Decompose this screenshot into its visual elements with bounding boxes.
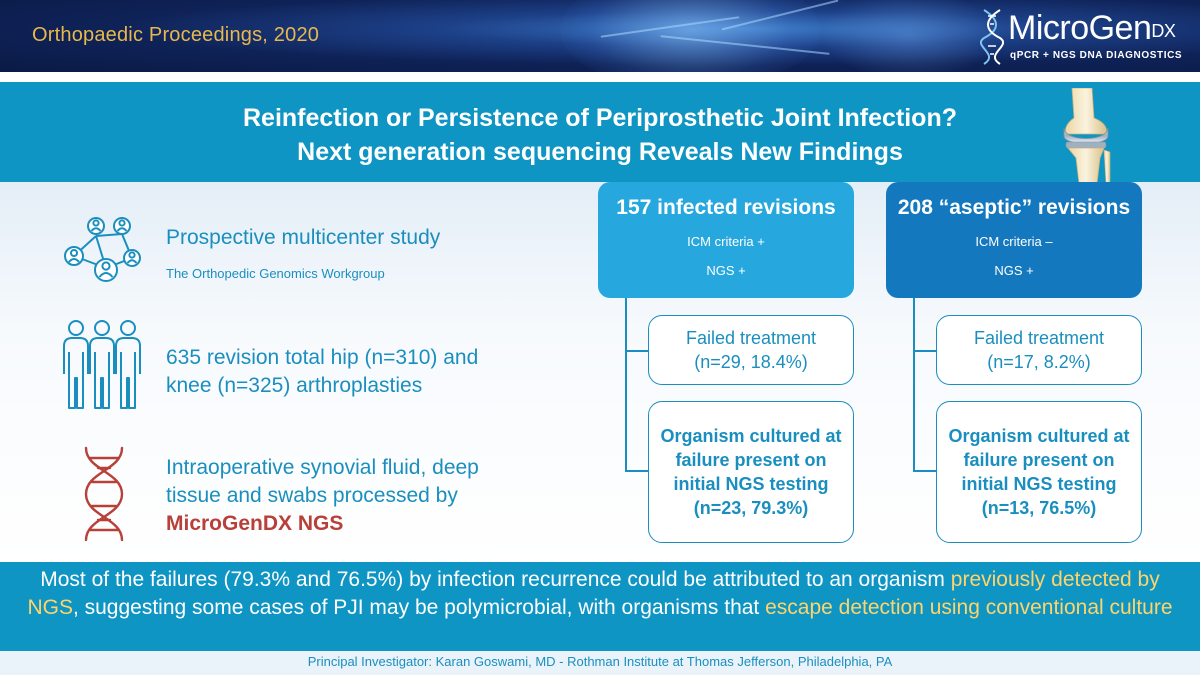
organism-line-1: Organism cultured at xyxy=(660,426,842,446)
feature-study-group: The Orthopedic Genomics Workgroup xyxy=(166,266,385,281)
conclusion-part-2: , suggesting some cases of PJI may be po… xyxy=(72,595,766,619)
organism-line-1: Organism cultured at xyxy=(948,426,1130,446)
page-title-line-2: Next generation sequencing Reveals New F… xyxy=(297,138,903,166)
failed-value: (n=29, 18.4%) xyxy=(694,352,808,372)
knee-implant-icon xyxy=(1063,88,1111,192)
group-aseptic-title: 208 “aseptic” revisions xyxy=(897,196,1131,219)
organism-line-2: failure present on xyxy=(675,450,827,470)
group-infected-header: 157 infected revisions ICM criteria + NG… xyxy=(598,182,854,298)
conclusion-text: Most of the failures (79.3% and 76.5%) b… xyxy=(14,566,1186,621)
group-aseptic-ngs: NGS + xyxy=(994,263,1034,278)
network-people-icon xyxy=(64,217,141,282)
conclusion-highlight-1: previously detected by NGS xyxy=(27,568,1160,619)
flow-connector xyxy=(913,350,936,352)
flow-connector xyxy=(625,470,648,472)
organism-value: (n=23, 79.3%) xyxy=(693,498,809,518)
flow-connector xyxy=(913,470,936,472)
flow-connector xyxy=(913,298,915,470)
logo-brand-suffix: DX xyxy=(1151,21,1176,41)
organism-line-3: initial NGS testing xyxy=(673,474,829,494)
group-aseptic-header: 208 “aseptic” revisions ICM criteria – N… xyxy=(886,182,1142,298)
logo-tagline: qPCR + NGS DNA DIAGNOSTICS xyxy=(1010,50,1183,61)
banner-glow xyxy=(820,0,1000,72)
feature-method-line-1: Intraoperative synovial fluid, deep xyxy=(166,456,479,479)
group-infected-failed-box: Failed treatment (n=29, 18.4%) xyxy=(648,315,854,385)
feature-method-brand: MicroGenDX NGS xyxy=(166,512,344,535)
logo-brand-text: MicroGen xyxy=(1008,9,1152,47)
feature-cohort-line-2: knee (n=325) arthroplasties xyxy=(166,374,423,397)
group-infected-ngs: NGS + xyxy=(706,263,746,278)
microgendx-logo: MicroGenDX qPCR + NGS DNA DIAGNOSTICS xyxy=(980,6,1190,66)
dna-icon xyxy=(84,446,124,542)
people-group-icon xyxy=(63,320,141,409)
group-aseptic-criteria: ICM criteria – xyxy=(975,234,1053,249)
publication-label: Orthopaedic Proceedings, 2020 xyxy=(32,24,320,46)
flow-connector xyxy=(625,350,648,352)
failed-label: Failed treatment xyxy=(973,328,1105,348)
logo-brand: MicroGenDX xyxy=(1008,8,1176,53)
footer-investigator: Principal Investigator: Karan Goswami, M… xyxy=(0,651,1200,675)
group-infected-title: 157 infected revisions xyxy=(616,196,836,219)
conclusion-highlight-2: escape detection using conventional cult… xyxy=(765,595,1173,619)
group-aseptic-organism-box: Organism cultured at failure present on … xyxy=(936,401,1142,543)
top-banner: Orthopaedic Proceedings, 2020 MicroGenDX… xyxy=(0,0,1200,72)
page-title-line-1: Reinfection or Persistence of Periprosth… xyxy=(242,104,957,132)
feature-study-design: Prospective multicenter study xyxy=(166,226,441,249)
group-aseptic-failed-box: Failed treatment (n=17, 8.2%) xyxy=(936,315,1142,385)
conclusion-band: Most of the failures (79.3% and 76.5%) b… xyxy=(0,562,1200,651)
feature-cohort-line-1: 635 revision total hip (n=310) and xyxy=(166,346,479,369)
feature-method-line-2: tissue and swabs processed by xyxy=(166,484,458,507)
flow-connector xyxy=(625,298,627,470)
group-infected-organism-box: Organism cultured at failure present on … xyxy=(648,401,854,543)
failed-value: (n=17, 8.2%) xyxy=(987,352,1091,372)
banner-glow xyxy=(560,0,820,72)
conclusion-part-1: Most of the failures (79.3% and 76.5%) b… xyxy=(40,568,951,591)
group-infected-criteria: ICM criteria + xyxy=(687,234,765,249)
title-band: Reinfection or Persistence of Periprosth… xyxy=(0,82,1200,182)
failed-label: Failed treatment xyxy=(685,328,817,348)
organism-value: (n=13, 76.5%) xyxy=(981,498,1097,518)
logo-dna-icon xyxy=(980,9,1004,65)
organism-line-2: failure present on xyxy=(963,450,1115,470)
organism-line-3: initial NGS testing xyxy=(961,474,1117,494)
